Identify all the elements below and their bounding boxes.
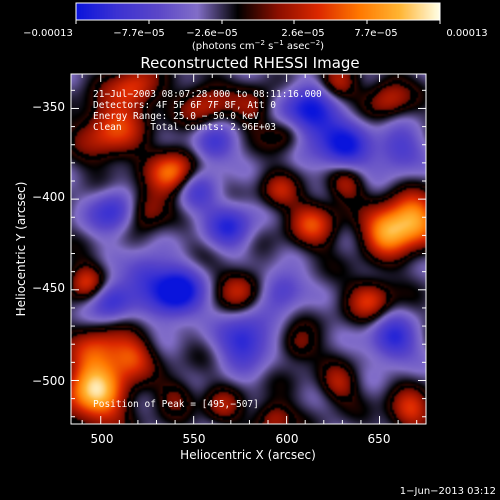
y-tick-label: −350 — [32, 100, 65, 114]
axis-ticks — [71, 74, 426, 424]
colorbar-tick-label: 2.6e−05 — [281, 28, 324, 39]
colorbar-ticks — [75, 20, 441, 24]
colorbar-tick-label: 0.00013 — [446, 28, 487, 39]
annotation-energy-range: Energy Range: 25.0 − 50.0 keV — [93, 111, 259, 122]
x-tick-labels: 500 550 600 650 — [91, 432, 391, 446]
colorbar-frame — [75, 2, 441, 21]
colorbar-tick-label: 7.7e−05 — [354, 28, 397, 39]
heatmap-image — [71, 74, 426, 424]
x-tick-label: 500 — [91, 432, 114, 446]
y-axis-label: Heliocentric Y (arcsec) — [14, 182, 28, 317]
colorbar-gradient — [76, 3, 440, 20]
plot-frame — [70, 73, 427, 425]
colorbar: −0.00013 −7.7e−05 −2.6e−05 2.6e−05 7.7e−… — [23, 2, 488, 52]
colorbar-tick-label: −0.00013 — [23, 28, 73, 39]
chart-title: Reconstructed RHESSI Image — [140, 54, 359, 72]
colorbar-tick-label: −2.6e−05 — [186, 28, 238, 39]
y-tick-label: −400 — [32, 190, 65, 204]
annotation-peak-position: Position of Peak = [495,−507] — [93, 399, 259, 410]
y-tick-labels: −350 −400 −450 −500 — [32, 100, 65, 388]
colorbar-tick-label: −7.7e−05 — [113, 28, 165, 39]
y-tick-label: −450 — [32, 281, 65, 295]
x-tick-label: 600 — [276, 432, 299, 446]
x-tick-label: 550 — [183, 432, 206, 446]
annotation-time-range: 21−Jul−2003 08:07:28.000 to 08:11:16.000 — [93, 89, 322, 100]
annotation-clean-counts: Clean Total counts: 2.96E+03 — [93, 122, 276, 133]
annotation-block: 21−Jul−2003 08:07:28.000 to 08:11:16.000… — [93, 89, 322, 410]
annotation-detectors: Detectors: 4F 5F 6F 7F 8F, Att 0 — [93, 100, 276, 111]
plot-area — [70, 73, 427, 425]
x-axis-label: Heliocentric X (arcsec) — [180, 448, 316, 462]
x-tick-label: 650 — [368, 432, 391, 446]
colorbar-units: (photons cm−2 s−1 asec−2) — [192, 39, 324, 52]
footer-date: 1−Jun−2013 03:12 — [400, 486, 496, 497]
y-tick-label: −500 — [32, 374, 65, 388]
